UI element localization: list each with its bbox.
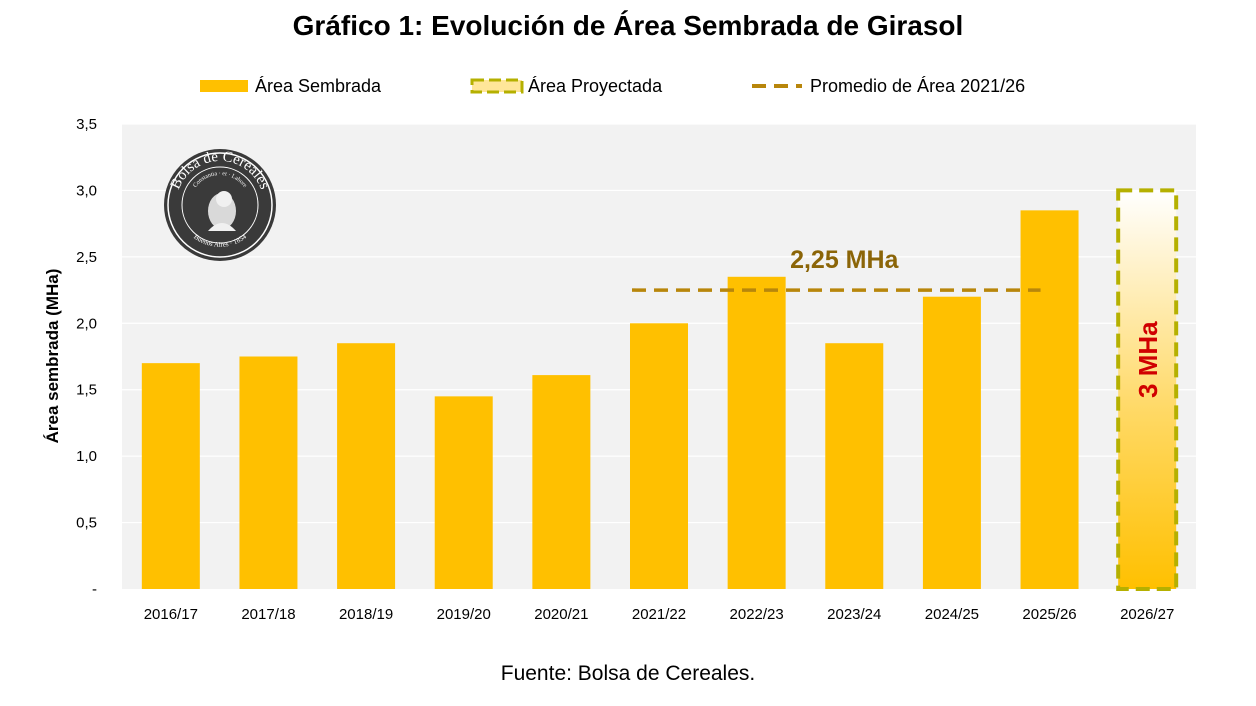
bar-2021/22 (630, 323, 688, 589)
bar-2020/21 (532, 375, 591, 589)
y-tick-label: - (92, 581, 97, 598)
y-tick-label: 2,5 (76, 249, 97, 266)
legend-swatch-area-sembrada (200, 80, 248, 92)
average-label: 2,25 MHa (790, 246, 899, 274)
x-tick-label: 2021/22 (632, 606, 686, 623)
bar-2022/23 (727, 276, 786, 589)
projected-label: 3 MHa (1133, 321, 1163, 398)
bar-2018/19 (337, 343, 396, 589)
x-tick-label: 2023/24 (827, 606, 881, 623)
x-tick-label: 2025/26 (1022, 606, 1076, 623)
legend-label-area-sembrada: Área Sembrada (255, 76, 382, 96)
x-tick-label: 2020/21 (534, 606, 588, 623)
bar-2017/18 (239, 356, 298, 589)
bar-2019/20 (434, 396, 493, 589)
bolsa-de-cereales-logo: Bolsa de Cereales Constantia · et · Labo… (164, 149, 276, 261)
y-tick-label: 3,5 (76, 116, 97, 133)
x-tick-label: 2017/18 (241, 606, 295, 623)
bar-2016/17 (141, 363, 200, 589)
x-tick-label: 2018/19 (339, 606, 393, 623)
x-tick-label: 2016/17 (144, 606, 198, 623)
bar-2023/24 (825, 343, 884, 589)
legend-label-promedio: Promedio de Área 2021/26 (810, 76, 1025, 96)
source-note: Fuente: Bolsa de Cereales. (500, 662, 756, 685)
projected-bar-2026/27 (1116, 188, 1179, 592)
x-tick-label: 2026/27 (1120, 606, 1174, 623)
x-tick-label: 2022/23 (730, 606, 784, 623)
x-tick-label: 2019/20 (437, 606, 491, 623)
legend-swatch-area-proyectada (470, 78, 524, 94)
y-axis-label: Área sembrada (MHa) (43, 269, 62, 444)
y-tick-label: 1,5 (76, 382, 97, 399)
y-tick-label: 0,5 (76, 515, 97, 532)
chart-title: Gráfico 1: Evolución de Área Sembrada de… (292, 10, 964, 41)
bar-2025/26 (1020, 210, 1079, 589)
y-tick-label: 1,0 (76, 448, 97, 465)
x-tick-label: 2024/25 (925, 606, 979, 623)
legend-label-area-proyectada: Área Proyectada (528, 76, 663, 96)
bar-2024/25 (922, 296, 981, 589)
y-tick-label: 2,0 (76, 315, 97, 332)
y-tick-label: 3,0 (76, 182, 97, 199)
